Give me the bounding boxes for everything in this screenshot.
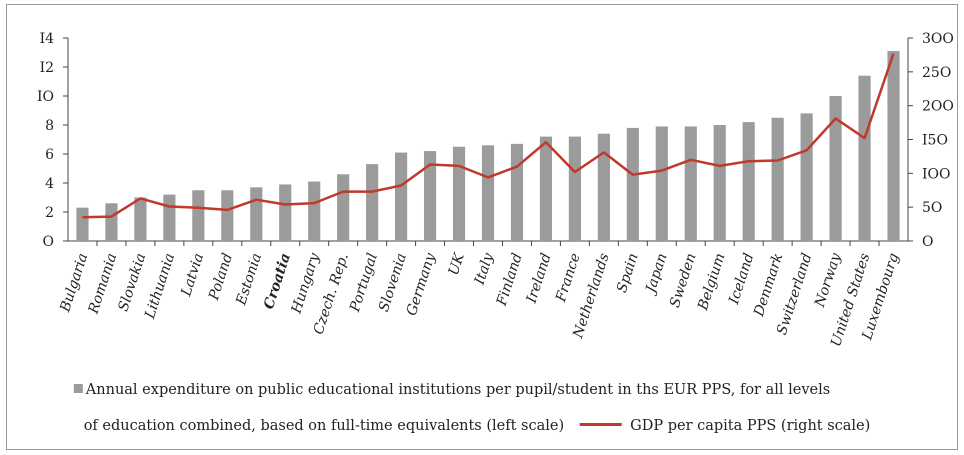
right-tick-label: 3OO: [922, 31, 954, 47]
category-label: Slovenia: [376, 251, 410, 314]
bar: [308, 181, 321, 241]
line-series: [82, 53, 895, 219]
bar: [510, 143, 524, 241]
legend-bar-label-cont: of education combined, based on full-tim…: [83, 418, 565, 434]
bar: [76, 207, 89, 241]
bar: [713, 125, 726, 241]
category-label: Slovakia: [115, 251, 149, 313]
right-tick-label: I5O: [922, 133, 948, 149]
category-label: Finland: [494, 251, 526, 308]
legend-row-2: of education combined, based on full-tim…: [84, 418, 871, 434]
bar: [163, 194, 176, 241]
legend-bar-label: Annual expenditure on public educational…: [85, 382, 831, 398]
category-label: Estonia: [233, 251, 265, 308]
right-tick-label: IOO: [922, 166, 951, 182]
legend-line-label: GDP per capita PPS (right scale): [630, 418, 871, 434]
bar: [481, 145, 495, 241]
category-label: Latvia: [178, 251, 207, 299]
category-label: Bulgaria: [57, 251, 91, 315]
bar: [221, 190, 234, 241]
bar: [684, 126, 697, 241]
category-label: Croatia: [261, 251, 294, 311]
bar: [452, 146, 466, 241]
gdp-line: [82, 53, 895, 219]
bar: [134, 197, 147, 241]
category-label: Italy: [471, 250, 497, 287]
left-tick-label: 6: [45, 147, 54, 163]
left-tick-label: I2: [40, 60, 54, 76]
category-label: Spain: [614, 251, 642, 294]
category-label: Germany: [404, 250, 440, 318]
right-tick-label: 5O: [922, 200, 942, 216]
bar: [539, 136, 553, 241]
category-label: France: [553, 251, 584, 304]
right-tick-label: 25O: [922, 65, 951, 81]
category-label: Ireland: [523, 251, 554, 306]
bar: [250, 187, 263, 241]
category-label: Sweden: [667, 251, 700, 309]
category-label: Norway: [812, 250, 845, 310]
right-tick-label: O: [922, 234, 933, 250]
left-tick-label: O: [43, 234, 54, 250]
left-tick-label: IO: [37, 89, 54, 105]
bar: [858, 75, 871, 241]
category-label: Japan: [642, 251, 671, 297]
bar: [337, 174, 350, 241]
right-axis-ticks: O 5O IOO I5O 2OO 25O 3OO: [908, 31, 954, 250]
bar: [655, 126, 668, 241]
bar: [887, 51, 900, 241]
bar: [105, 203, 118, 241]
bar: [626, 127, 639, 241]
bar: [395, 152, 408, 241]
left-axis-ticks: O 2 4 6 8 IO I2 I4: [37, 31, 68, 250]
bar: [568, 136, 581, 241]
bar: [829, 96, 842, 241]
bar: [597, 133, 610, 241]
category-label: Belgium: [695, 251, 729, 313]
bar: [279, 184, 292, 241]
bar: [423, 151, 437, 241]
right-tick-label: 2OO: [922, 99, 954, 115]
bar: [366, 164, 379, 241]
legend-entry-bar: Annual expenditure on public educational…: [73, 382, 831, 398]
category-label: Iceland: [726, 251, 758, 307]
left-tick-label: 2: [45, 205, 54, 221]
left-tick-label: 8: [45, 118, 54, 134]
line-swatch-icon: [580, 423, 623, 426]
bar: [800, 113, 813, 241]
category-label: Portugal: [347, 251, 381, 314]
bar-series: [76, 51, 900, 241]
bar: [771, 117, 784, 241]
bar: [742, 122, 755, 241]
category-label: Poland: [206, 251, 236, 303]
bar: [192, 190, 205, 241]
left-tick-label: I4: [40, 31, 55, 47]
left-tick-label: 4: [45, 176, 54, 192]
category-label: UK: [446, 250, 469, 278]
bar-swatch-icon: [73, 384, 83, 393]
